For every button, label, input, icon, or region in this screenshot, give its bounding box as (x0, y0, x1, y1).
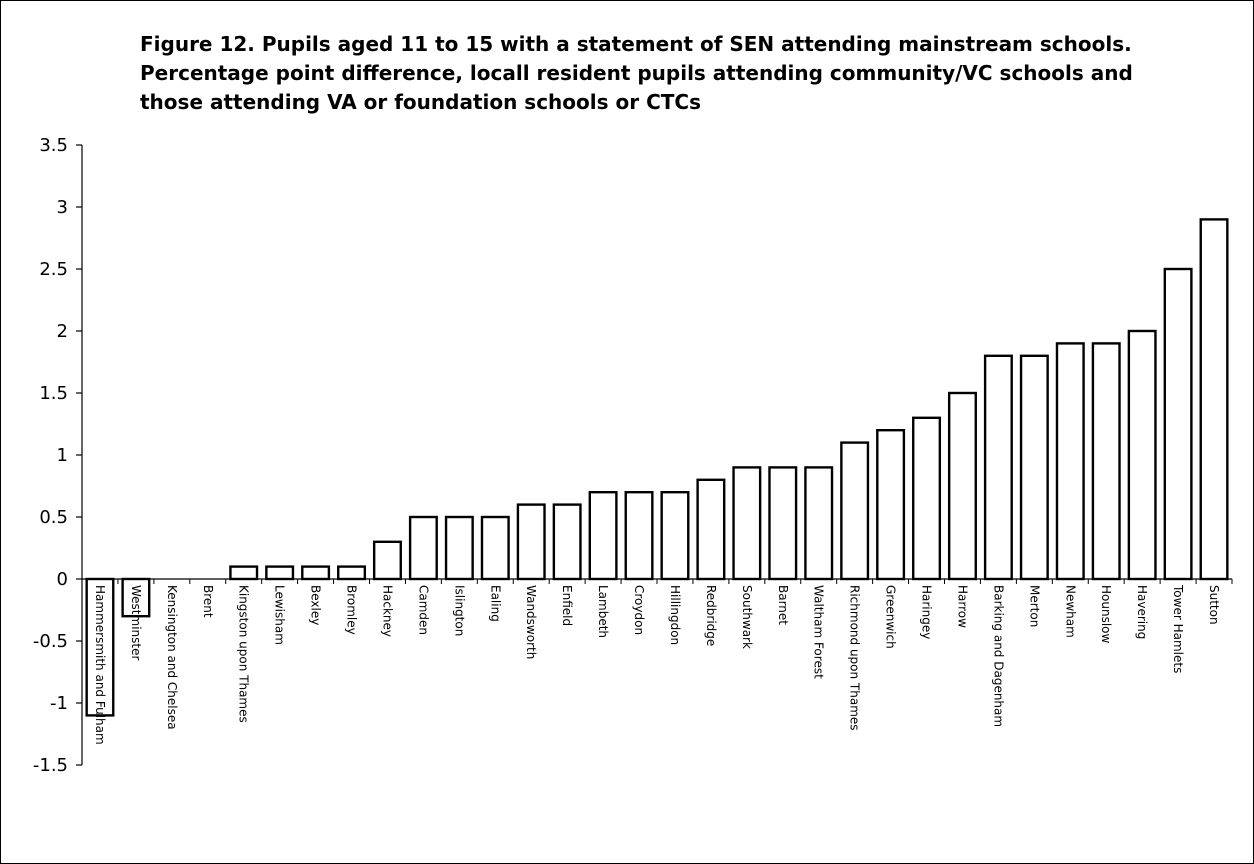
y-tick-label: 2.5 (39, 259, 68, 280)
category-label: Waltham Forest (812, 585, 826, 679)
bar (480, 515, 510, 581)
category-label: Lewisham (273, 585, 287, 645)
category-label: Enfield (560, 585, 574, 626)
category-labels: Hammersmith and Fulham Westminster Kensing… (93, 584, 1221, 745)
category-label: Hammersmith and Fulham (93, 585, 107, 745)
bar (947, 391, 977, 581)
category-label: Hounslow (1099, 585, 1113, 644)
bar (768, 466, 798, 581)
category-label: Brent (201, 585, 215, 618)
y-tick-label: 2 (57, 321, 68, 342)
bar (229, 565, 259, 581)
bar (660, 491, 690, 581)
bar (121, 577, 151, 618)
bar (408, 515, 438, 581)
bar (1127, 329, 1157, 581)
category-label: Lambeth (596, 585, 610, 638)
bar (444, 515, 474, 581)
bar (372, 540, 402, 581)
category-label: Barnet (776, 585, 790, 625)
y-tick-label: 3.5 (39, 135, 68, 156)
category-label: Merton (1027, 585, 1041, 627)
category-label: Hackney (380, 585, 394, 637)
y-tick-label: 0 (57, 569, 68, 590)
category-label: Harrow (955, 585, 969, 628)
category-label: Kensington and Chelsea (165, 585, 179, 730)
bar (732, 466, 762, 581)
y-tick-label: 3 (57, 197, 68, 218)
bar (804, 466, 834, 581)
category-label: Camden (416, 585, 430, 635)
category-label: Ealing (488, 585, 502, 622)
bar (696, 478, 726, 581)
category-label: Kingston upon Thames (237, 585, 251, 723)
bar (337, 565, 367, 581)
category-label: Westminster (129, 585, 143, 660)
category-label: Redbridge (704, 585, 718, 646)
bar (588, 491, 618, 581)
y-axis: -1.5 -1 -0.5 0 0.5 1 1.5 2 2.5 3 3.5 (33, 135, 83, 776)
bar (265, 565, 295, 581)
category-label: Greenwich (884, 585, 898, 649)
bar (552, 503, 582, 581)
bar (85, 577, 115, 717)
y-tick-label: -1.5 (33, 755, 68, 776)
bar (1163, 267, 1193, 581)
y-tick-label: -1 (50, 693, 68, 714)
category-label: Bromley (345, 585, 359, 635)
category-label: Southwark (740, 585, 754, 649)
category-label: Wandsworth (524, 585, 538, 659)
category-label: Hillingdon (668, 585, 682, 645)
category-label: Sutton (1207, 585, 1221, 625)
bar (983, 354, 1013, 581)
category-label: Barking and Dagenham (991, 585, 1005, 727)
chart-title: Figure 12. Pupils aged 11 to 15 with a s… (140, 32, 1133, 114)
bar (840, 441, 870, 581)
y-tick-label: 1 (57, 445, 68, 466)
bar (624, 491, 654, 581)
bar (1091, 342, 1121, 581)
y-tick-label: 0.5 (39, 507, 68, 528)
y-tick-label: -0.5 (33, 631, 68, 652)
category-label: Bexley (309, 585, 323, 625)
bars (85, 218, 1229, 717)
category-label: Newham (1063, 585, 1077, 638)
category-label: Richmond upon Thames (848, 585, 862, 731)
bar (516, 503, 546, 581)
category-label: Haringey (920, 585, 934, 639)
bar (1199, 218, 1229, 581)
bar (912, 416, 942, 581)
bar (876, 429, 906, 581)
category-label: Tower Hamlets (1171, 584, 1185, 673)
bar (1019, 354, 1049, 581)
category-label: Islington (452, 585, 466, 636)
bar (301, 565, 331, 581)
category-label: Croydon (632, 585, 646, 635)
y-tick-label: 1.5 (39, 383, 68, 404)
category-label: Havering (1135, 585, 1149, 639)
bar (1055, 342, 1085, 581)
